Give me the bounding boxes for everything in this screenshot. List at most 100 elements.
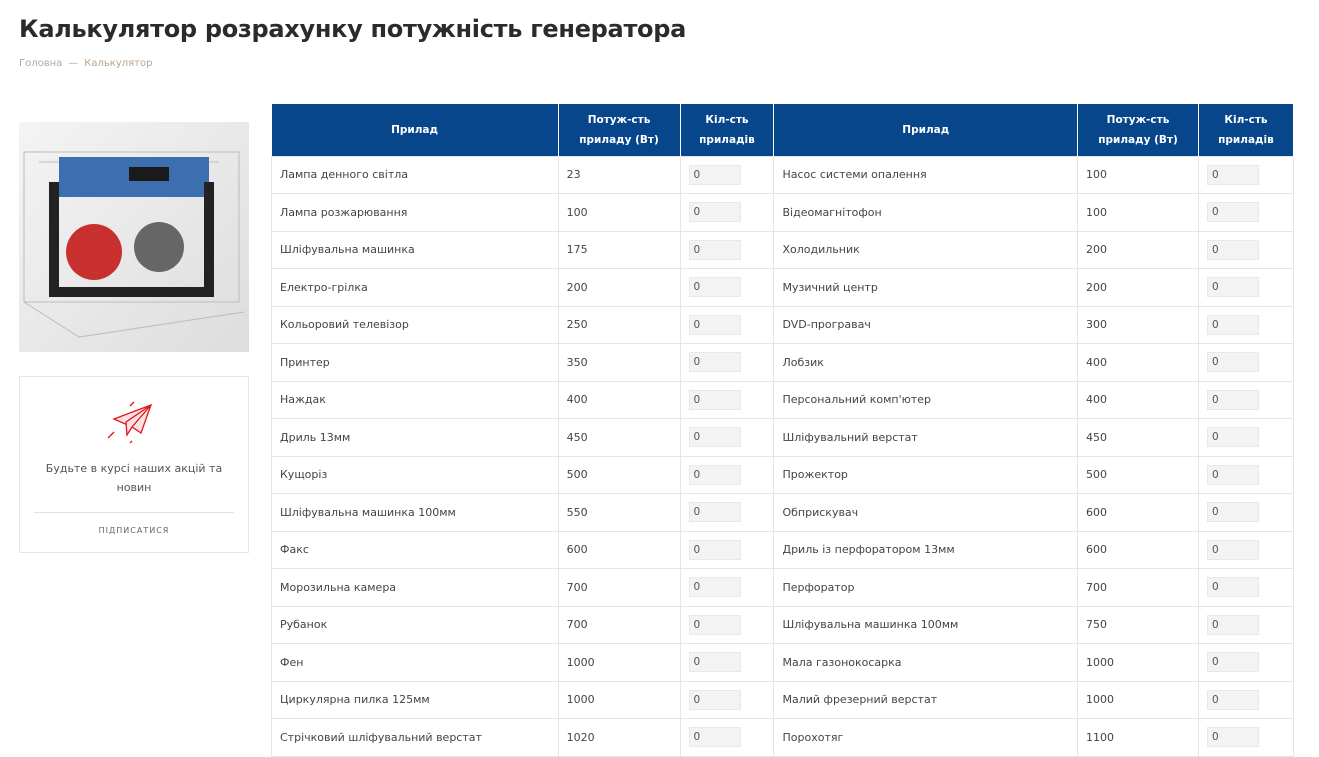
column-header: Прилад [271, 104, 559, 156]
device-name: Фен [271, 643, 559, 682]
device-name: Відеомагнітофон [773, 193, 1079, 232]
quantity-input[interactable]: 0 [688, 727, 741, 748]
quantity-cell: 0 [679, 455, 775, 494]
quantity-input[interactable]: 0 [1206, 652, 1259, 673]
quantity-cell: 0 [679, 568, 775, 607]
device-power: 450 [557, 418, 681, 457]
generator-image [19, 122, 249, 352]
table-row: Лампа розжарювання 100 0 Відеомагнітофон 100… [271, 193, 1295, 232]
device-power: 100 [1077, 193, 1199, 232]
quantity-cell: 0 [679, 680, 775, 719]
quantity-cell: 0 [1197, 343, 1295, 382]
device-name: Дриль 13мм [271, 418, 559, 457]
device-power: 350 [557, 343, 681, 382]
device-power: 1000 [557, 680, 681, 719]
device-name: Шліфувальна машинка 100мм [773, 605, 1079, 644]
quantity-input[interactable]: 0 [1206, 314, 1259, 335]
quantity-cell: 0 [679, 230, 775, 269]
device-power: 200 [557, 268, 681, 307]
quantity-input[interactable]: 0 [1206, 539, 1259, 560]
quantity-input[interactable]: 0 [688, 577, 741, 598]
device-power: 700 [557, 568, 681, 607]
device-name: Факс [271, 530, 559, 569]
device-name: Кущоріз [271, 455, 559, 494]
quantity-input[interactable]: 0 [688, 389, 741, 410]
quantity-input[interactable]: 0 [688, 689, 741, 710]
quantity-input[interactable]: 0 [1206, 577, 1259, 598]
column-header: Потуж-сть приладу (Вт) [1077, 104, 1199, 156]
newsletter-text: Будьте в курсі наших акцій та новин [45, 462, 223, 494]
quantity-input[interactable]: 0 [1206, 239, 1259, 260]
device-name: Лампа розжарювання [271, 193, 559, 232]
quantity-input[interactable]: 0 [688, 314, 741, 335]
device-power: 200 [1077, 230, 1199, 269]
quantity-cell: 0 [1197, 305, 1295, 344]
paper-plane-icon [107, 401, 153, 444]
quantity-input[interactable]: 0 [688, 539, 741, 560]
quantity-input[interactable]: 0 [1206, 389, 1259, 410]
quantity-cell: 0 [1197, 718, 1295, 757]
subscribe-button[interactable]: підписатися [98, 526, 170, 535]
quantity-input[interactable]: 0 [1206, 352, 1259, 373]
quantity-input[interactable]: 0 [1206, 727, 1259, 748]
quantity-input[interactable]: 0 [688, 164, 741, 185]
quantity-input[interactable]: 0 [688, 652, 741, 673]
device-power: 750 [1077, 605, 1199, 644]
page-title: Калькулятор розрахунку потужність генера… [19, 15, 687, 43]
device-name: Дриль із перфоратором 13мм [773, 530, 1079, 569]
quantity-cell: 0 [1197, 230, 1295, 269]
device-power: 300 [1077, 305, 1199, 344]
device-name: Шліфувальна машинка 100мм [271, 493, 559, 532]
device-power: 700 [1077, 568, 1199, 607]
quantity-input[interactable]: 0 [688, 239, 741, 260]
quantity-cell: 0 [679, 605, 775, 644]
device-name: Наждак [271, 380, 559, 419]
quantity-input[interactable]: 0 [688, 277, 741, 298]
device-name: Шліфувальний верстат [773, 418, 1079, 457]
device-power: 400 [1077, 343, 1199, 382]
quantity-input[interactable]: 0 [1206, 277, 1259, 298]
device-name: Музичний центр [773, 268, 1079, 307]
quantity-input[interactable]: 0 [688, 202, 741, 223]
device-name: Малий фрезерний верстат [773, 680, 1079, 719]
device-power: 1020 [557, 718, 681, 757]
quantity-input[interactable]: 0 [1206, 464, 1259, 485]
quantity-input[interactable]: 0 [688, 427, 741, 448]
quantity-input[interactable]: 0 [688, 464, 741, 485]
breadcrumb-home[interactable]: Головна [19, 58, 63, 69]
column-header: Прилад [773, 104, 1079, 156]
quantity-input[interactable]: 0 [1206, 502, 1259, 523]
breadcrumb: Головна — Калькулятор [19, 58, 158, 69]
quantity-cell: 0 [1197, 268, 1295, 307]
device-power: 250 [557, 305, 681, 344]
quantity-cell: 0 [1197, 530, 1295, 569]
quantity-input[interactable]: 0 [1206, 164, 1259, 185]
quantity-cell: 0 [1197, 605, 1295, 644]
quantity-input[interactable]: 0 [688, 614, 741, 635]
quantity-cell: 0 [679, 155, 775, 194]
device-power: 1100 [1077, 718, 1199, 757]
device-name: Порохотяг [773, 718, 1079, 757]
quantity-input[interactable]: 0 [688, 502, 741, 523]
quantity-input[interactable]: 0 [1206, 427, 1259, 448]
quantity-input[interactable]: 0 [1206, 614, 1259, 635]
quantity-input[interactable]: 0 [1206, 202, 1259, 223]
quantity-cell: 0 [679, 380, 775, 419]
device-power: 1000 [1077, 680, 1199, 719]
table-row: Фен 1000 0 Мала газонокосарка 1000 0 [271, 643, 1295, 682]
quantity-cell: 0 [679, 418, 775, 457]
device-name: Принтер [271, 343, 559, 382]
table-row: Циркулярна пилка 125мм 1000 0 Малий фрезерн… [271, 680, 1295, 719]
table-row: Факс 600 0 Дриль із перфоратором 13мм 600 0 [271, 530, 1295, 569]
column-header: Кіл-сть приладів [680, 104, 775, 156]
divider [34, 512, 234, 513]
quantity-cell: 0 [1197, 493, 1295, 532]
table-row: Морозильна камера 700 0 Перфоратор 700 0 [271, 568, 1295, 607]
quantity-cell: 0 [679, 530, 775, 569]
quantity-cell: 0 [679, 718, 775, 757]
quantity-input[interactable]: 0 [688, 352, 741, 373]
quantity-cell: 0 [1197, 193, 1295, 232]
quantity-input[interactable]: 0 [1206, 689, 1259, 710]
device-power: 500 [557, 455, 681, 494]
device-name: Шліфувальна машинка [271, 230, 559, 269]
